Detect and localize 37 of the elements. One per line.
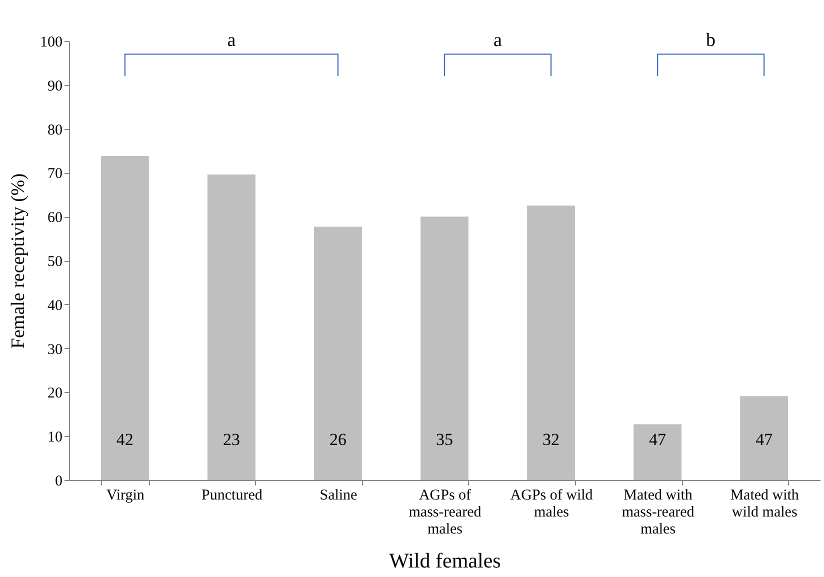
y-axis-title: Female receptivity (%) [8,173,29,349]
annotation: a [494,30,503,52]
annotation: b [706,30,716,52]
y-tick-label: 100 [40,34,62,50]
bar [740,396,788,480]
x-tick-label: Punctured [202,488,263,504]
y-tick-label: 90 [48,78,62,94]
bar [100,156,149,480]
y-tick-label: 10 [48,430,62,446]
annotation: 47 [756,430,774,449]
y-tick-label: 70 [48,166,62,182]
bar [314,226,362,480]
x-axis-title: Wild females [389,548,501,572]
bar [634,424,682,480]
annotation: 35 [436,430,453,449]
annotation: 47 [649,430,667,449]
bar [527,206,575,480]
x-tick-label: Mated with wild males [730,488,800,520]
y-tick-label: 0 [55,474,62,490]
x-tick-label: Mated with mass-reared males [622,488,695,538]
y-tick-label: 60 [48,210,62,226]
y-tick-label: 80 [48,122,62,138]
annotation: 26 [329,430,346,449]
y-tick-label: 40 [48,298,62,314]
x-tick-label: AGPs of wild males [510,488,594,520]
bar [420,216,468,480]
y-tick-label: 20 [48,386,62,402]
annotation: 42 [116,430,134,449]
x-tick-label: Saline [320,488,358,504]
bar [207,174,256,480]
y-tick-label: 30 [48,342,62,358]
x-tick-label: Virgin [106,488,145,504]
annotation: a [227,30,236,52]
annotation: 32 [542,430,560,449]
x-tick-label: AGPs of mass-reared males [408,488,482,538]
annotation: 23 [222,430,240,449]
y-tick-label: 50 [48,254,62,270]
